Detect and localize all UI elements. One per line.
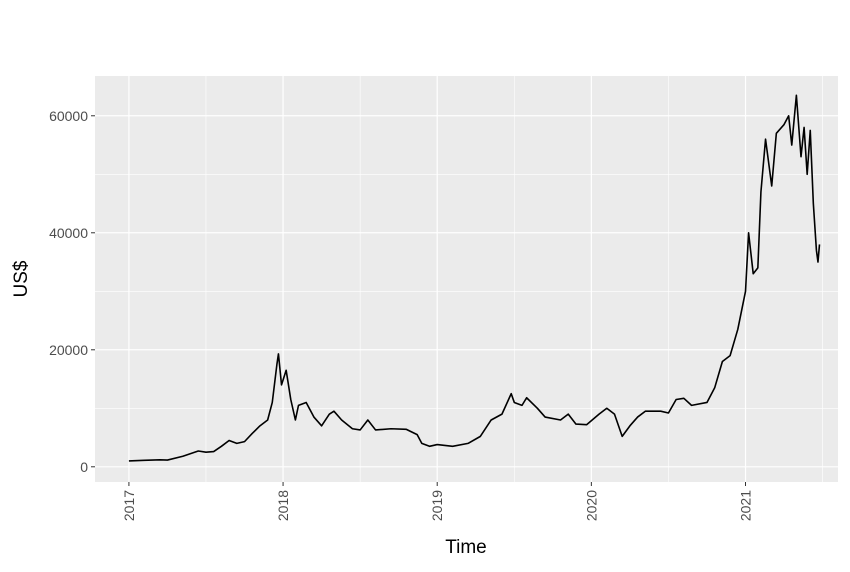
x-axis-label: Time — [445, 537, 487, 558]
x-tick-label: 2018 — [275, 490, 291, 521]
y-tick-label: 60000 — [49, 108, 88, 124]
x-tick-label: 2019 — [429, 490, 445, 521]
x-tick-label: 2017 — [121, 490, 137, 521]
y-axis-label: US$ — [11, 260, 32, 297]
y-tick-label: 20000 — [49, 342, 88, 358]
line — [128, 94, 821, 462]
x-tick-label: 2020 — [583, 490, 599, 521]
y-tick-label: 40000 — [49, 225, 88, 241]
x-tick-label: 2021 — [738, 490, 754, 521]
panel — [95, 76, 838, 482]
y-tick-label: 0 — [80, 459, 88, 475]
